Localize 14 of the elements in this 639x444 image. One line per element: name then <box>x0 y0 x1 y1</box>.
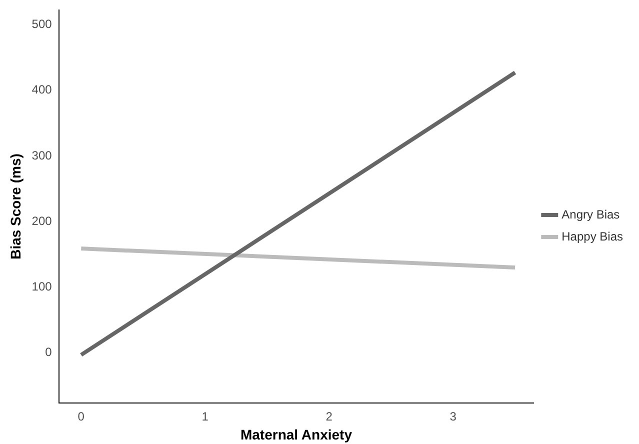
legend-label: Happy Bias <box>562 229 624 244</box>
y-tick-label: 0 <box>45 345 52 360</box>
y-axis-title: Bias Score (ms) <box>7 154 24 260</box>
x-tick-label: 2 <box>326 409 333 424</box>
x-tick-label: 3 <box>450 409 457 424</box>
y-tick-label: 500 <box>32 16 52 31</box>
legend-label: Angry Bias <box>562 207 620 222</box>
x-tick-label: 1 <box>202 409 209 424</box>
x-axis-title: Maternal Anxiety <box>240 426 352 442</box>
y-tick-label: 400 <box>32 82 52 97</box>
y-tick-label: 100 <box>32 280 52 294</box>
y-tick-label: 200 <box>32 214 52 228</box>
x-tick-label: 0 <box>78 409 85 424</box>
y-tick-label: 300 <box>32 148 52 162</box>
